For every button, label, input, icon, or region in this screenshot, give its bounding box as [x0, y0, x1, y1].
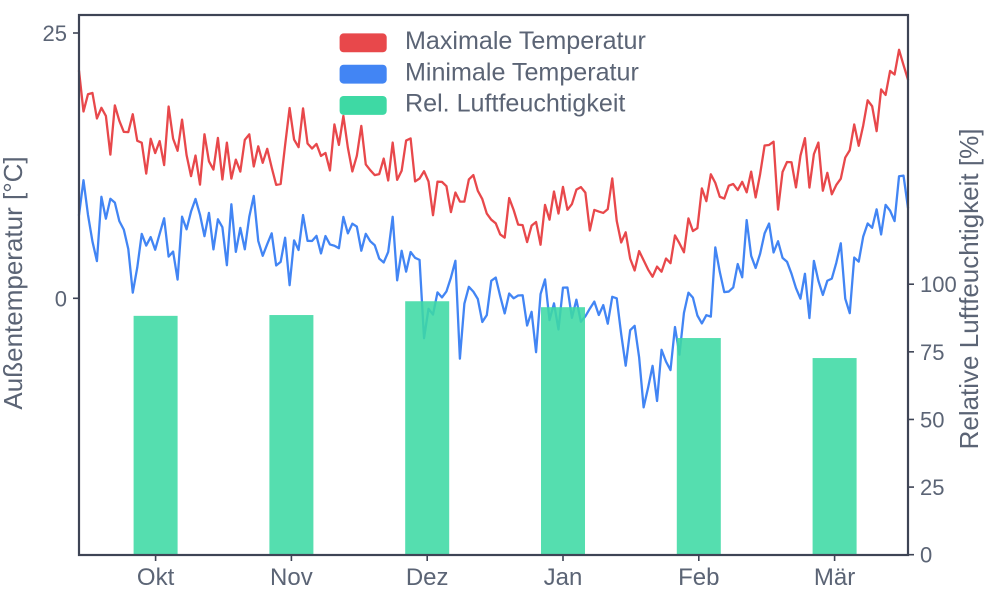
svg-text:25: 25 [920, 475, 944, 500]
svg-text:0: 0 [920, 543, 932, 568]
svg-text:Dez: Dez [406, 564, 449, 591]
svg-text:Relative Luftfeuchtigkeit [%]: Relative Luftfeuchtigkeit [%] [954, 129, 984, 450]
svg-text:Außentemperatur [°C]: Außentemperatur [°C] [0, 156, 28, 409]
svg-text:Rel. Luftfeuchtigkeit: Rel. Luftfeuchtigkeit [405, 90, 625, 118]
svg-text:50: 50 [920, 407, 944, 432]
svg-text:Mär: Mär [814, 564, 855, 591]
svg-text:75: 75 [920, 340, 944, 365]
svg-text:Nov: Nov [270, 564, 313, 591]
svg-text:0: 0 [55, 286, 67, 311]
svg-text:Jan: Jan [544, 564, 583, 591]
svg-text:Okt: Okt [137, 564, 175, 591]
svg-text:Minimale Temperatur: Minimale Temperatur [405, 58, 639, 86]
svg-text:Maximale Temperatur: Maximale Temperatur [405, 27, 646, 55]
svg-text:100: 100 [920, 272, 957, 297]
svg-text:Feb: Feb [678, 564, 719, 591]
svg-text:25: 25 [43, 21, 67, 46]
